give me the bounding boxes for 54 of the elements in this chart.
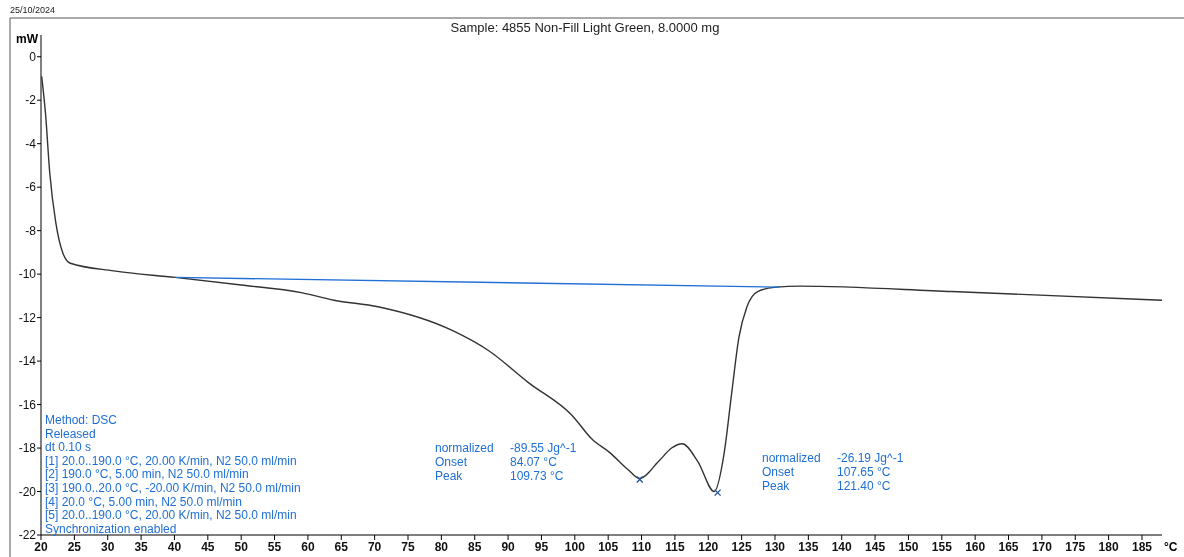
y-tick-label: -20 (18, 484, 37, 499)
x-tick-label: 55 (267, 540, 282, 554)
x-tick-label: 90 (501, 540, 516, 554)
chart-title: Sample: 4855 Non-Fill Light Green, 8.0000 mg (450, 20, 720, 35)
x-tick-label: 45 (201, 540, 215, 554)
text: normalized -26.19 Jg^-1 Onset 107.65 °C Peak 121.40 °C (762, 451, 904, 493)
x-tick-label: 85 (468, 540, 482, 554)
y-tick-label: -6 (25, 180, 37, 195)
x-tick-label: 125 (731, 540, 752, 554)
x-tick-label: 160 (965, 540, 986, 554)
x-tick-label: 120 (698, 540, 719, 554)
x-tick-label: 110 (631, 540, 652, 554)
y-tick-label: -18 (18, 441, 37, 456)
x-tick-label: 180 (1098, 540, 1119, 554)
x-tick-label: 140 (831, 540, 853, 554)
x-tick-label: 40 (167, 540, 182, 554)
x-axis-title: °C (1164, 540, 1178, 554)
x-tick-label: 175 (1065, 540, 1086, 554)
line-series (40, 75, 1163, 493)
y-tick-label: -22 (18, 528, 37, 543)
y-tick-label: -8 (25, 223, 37, 238)
x-tick-label: 95 (534, 540, 549, 554)
y-axis-title: mW (16, 32, 39, 46)
y-tick-label: -16 (18, 397, 37, 412)
x-tick-label: 155 (931, 540, 953, 554)
x-tick-label: 50 (234, 540, 249, 554)
x-tick-label: 25 (67, 540, 82, 554)
x-tick-label: 20 (34, 540, 48, 554)
x-tick-label: 150 (898, 540, 919, 554)
x-tick-label: 115 (665, 540, 685, 554)
x-tick-label: 75 (401, 540, 415, 554)
y-tick-label: -12 (18, 310, 37, 325)
x-tick-label: 170 (1031, 540, 1053, 554)
x-tick-label: 135 (798, 540, 819, 554)
y-tick-label: 0 (29, 49, 37, 64)
x-tick-label: 35 (134, 540, 149, 554)
x-tick-label: 30 (101, 540, 115, 554)
x-tick-label: 80 (434, 540, 449, 554)
x-tick-label: 70 (367, 540, 382, 554)
x-tick-label: 145 (865, 540, 886, 554)
text: Method: DSC Released dt 0.10 s [1] 20.0..190.0 °C, 20.00 K/min, N2 50.0 ml/min [2] 190.0 °C, 5.00 min, N2 50.0 ml/min [3] 190.0..20.0 °C, -20.00 K/min, N2 50.0 ml/min [4] 20.0 °C, 5.00 min, N2 50.0 ml/min [5] 20.0..190.0 °C, 20.00 K/min, N2 50.0 ml/min Synchronization enabled (45, 413, 301, 536)
x-tick-label: 100 (564, 540, 586, 554)
x-tick-label: 60 (301, 540, 315, 554)
x-tick-label: 185 (1131, 540, 1153, 554)
y-tick-label: -2 (25, 93, 37, 108)
text: 25/10/2024 (10, 5, 56, 15)
y-tick-label: -10 (18, 267, 37, 282)
y-tick-label: -4 (25, 136, 37, 151)
x-tick-label: 165 (998, 540, 1019, 554)
x-tick-label: 130 (764, 540, 786, 554)
y-tick-label: -14 (18, 354, 37, 369)
x-tick-label: 105 (598, 540, 619, 554)
x-tick-label: 65 (334, 540, 349, 554)
text: normalized -89.55 Jg^-1 Onset 84.07 °C Peak 109.73 °C (435, 441, 577, 483)
